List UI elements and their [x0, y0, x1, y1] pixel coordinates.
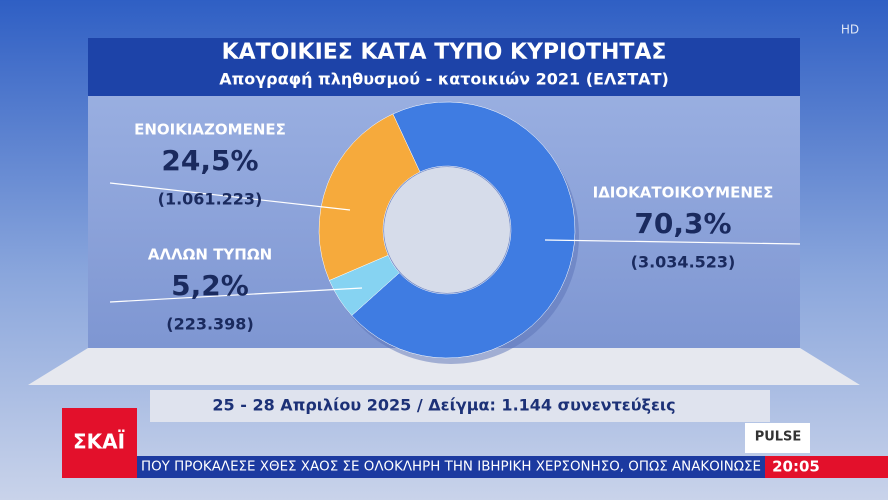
chart-subtitle: Απογραφή πληθυσμού - κατοικιών 2021 (ΕΛΣ… [219, 70, 669, 89]
count-label: (3.034.523) [631, 253, 736, 272]
title-banner [88, 38, 800, 96]
chart-title: ΚΑΤΟΙΚΙΕΣ ΚΑΤΑ ΤΥΠΟ ΚΥΡΙΟΤΗΤΑΣ [222, 40, 667, 65]
channel-logo [62, 408, 137, 478]
footnote: 25 - 28 Απριλίου 2025 / Δείγμα: 1.144 συ… [212, 396, 675, 415]
count-label: (1.061.223) [158, 190, 263, 209]
time: 20:05 [772, 458, 820, 476]
donut-hole [384, 167, 510, 293]
hd-badge: HD [841, 23, 859, 37]
count-label: (223.398) [166, 315, 254, 334]
channel-logo-text: ΣΚΑΪ [73, 430, 125, 454]
pulse-logo-text: PULSE [755, 430, 802, 445]
leader-line [109, 182, 351, 211]
category-label: ΙΔΙΟΚΑΤΟΙΚΟΥΜΕΝΕΣ [593, 184, 774, 202]
value-label: 5,2% [171, 269, 249, 302]
donut-segment [318, 113, 421, 281]
category-label: ΕΝΟΙΚΙΑΖΟΜΕΝΕΣ [134, 121, 286, 139]
donut-segment [351, 101, 576, 359]
value-label: 24,5% [161, 144, 258, 177]
ticker-text: ΠΟΥ ΠΡΟΚΑΛΕΣΕ ΧΘΕΣ ΧΑΟΣ ΣΕ ΟΛΟΚΛΗΡΗ ΤΗΝ … [141, 460, 761, 475]
value-label: 70,3% [634, 207, 731, 240]
floor [28, 348, 860, 385]
leader-line [544, 239, 801, 245]
footnote-strip [150, 390, 770, 422]
pulse-logo [745, 423, 810, 453]
category-label: ΑΛΛΩΝ ΤΥΠΩΝ [148, 246, 272, 264]
ticker-bar [137, 456, 765, 478]
leader-line [109, 287, 363, 303]
time-box [765, 456, 888, 478]
